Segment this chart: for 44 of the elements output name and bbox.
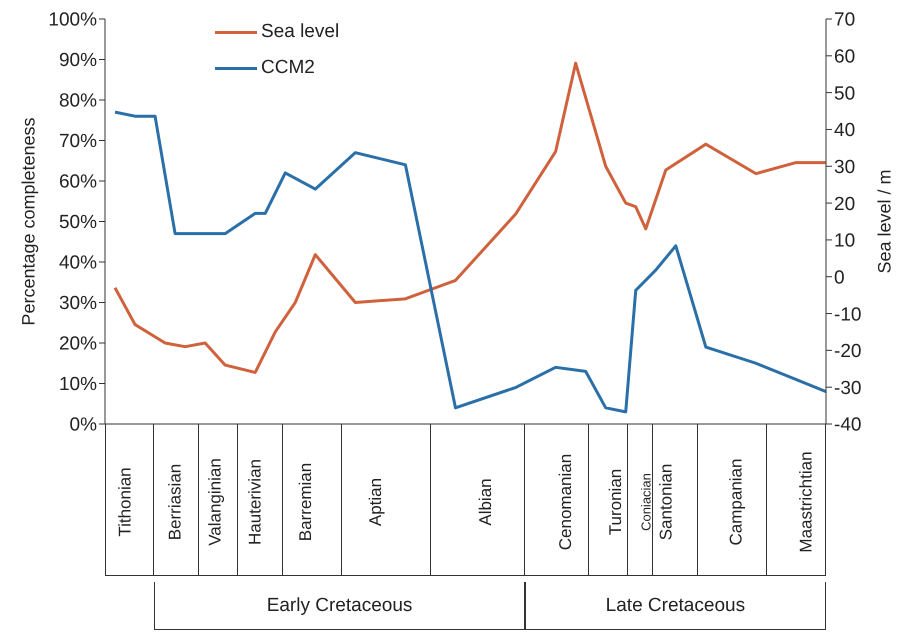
y-tick-label: 50% [58, 212, 98, 234]
line-series [114, 62, 828, 374]
y-axis-title: Percentage completeness [18, 117, 38, 326]
x-tick-label: Santonian [656, 464, 676, 540]
y-tick-label: 90% [58, 50, 98, 72]
x-tick-label: Barremian [296, 462, 315, 542]
legend-label: Sea level [261, 21, 340, 43]
x-tick-label: Cenomanian [556, 454, 576, 550]
y-tick-label: 40% [58, 252, 98, 274]
x-tick-label: Campanian [726, 458, 746, 546]
y2-tick-label: -10 [834, 304, 862, 326]
x-tick-label: Coniacian [638, 473, 654, 531]
y-tick-label: 80% [58, 90, 98, 112]
y2-tick-label: -20 [834, 341, 862, 362]
y2-tick-label: 40 [834, 120, 856, 142]
y-tick-label: 30% [58, 293, 98, 314]
text: Early Cretaceous [154, 582, 525, 630]
x-tick-label: Albian [476, 478, 496, 526]
y2-tick-label: 0 [834, 267, 845, 288]
text: Late Cretaceous [524, 582, 826, 630]
y2-tick-label: 50 [834, 83, 856, 104]
x-tick-label: Maastrichtian [796, 451, 816, 553]
y-tick-label: 20% [58, 334, 98, 355]
y-tick-label: 10% [58, 374, 98, 396]
y2-tick-label: 20 [834, 194, 856, 215]
x-tick-label: Aptian [366, 478, 385, 526]
y2-axis-title: Sea level / m [874, 169, 894, 274]
y2-tick-label: 10 [834, 230, 856, 252]
y-tick-label: 70% [58, 131, 98, 152]
y2-tick-label: -40 [834, 414, 862, 436]
y-tick-label: 60% [58, 172, 98, 193]
y-tick-label: 100% [48, 10, 98, 31]
y2-tick-label: 30 [834, 157, 856, 178]
y2-tick-label: 60 [834, 46, 856, 68]
x-tick-label: Hauterivian [246, 459, 265, 545]
x-tick-label: Valanginian [206, 458, 225, 546]
x-tick-label: Tithonian [116, 467, 135, 537]
y-tick-label: 0% [70, 414, 98, 436]
y2-tick-label: -30 [834, 378, 862, 399]
y2-tick-label: 70 [834, 10, 856, 31]
line-series [114, 110, 828, 414]
legend-label: CCM2 [261, 57, 315, 79]
x-tick-label: Berriasian [166, 464, 185, 540]
x-tick-label: Turonian [606, 468, 626, 536]
